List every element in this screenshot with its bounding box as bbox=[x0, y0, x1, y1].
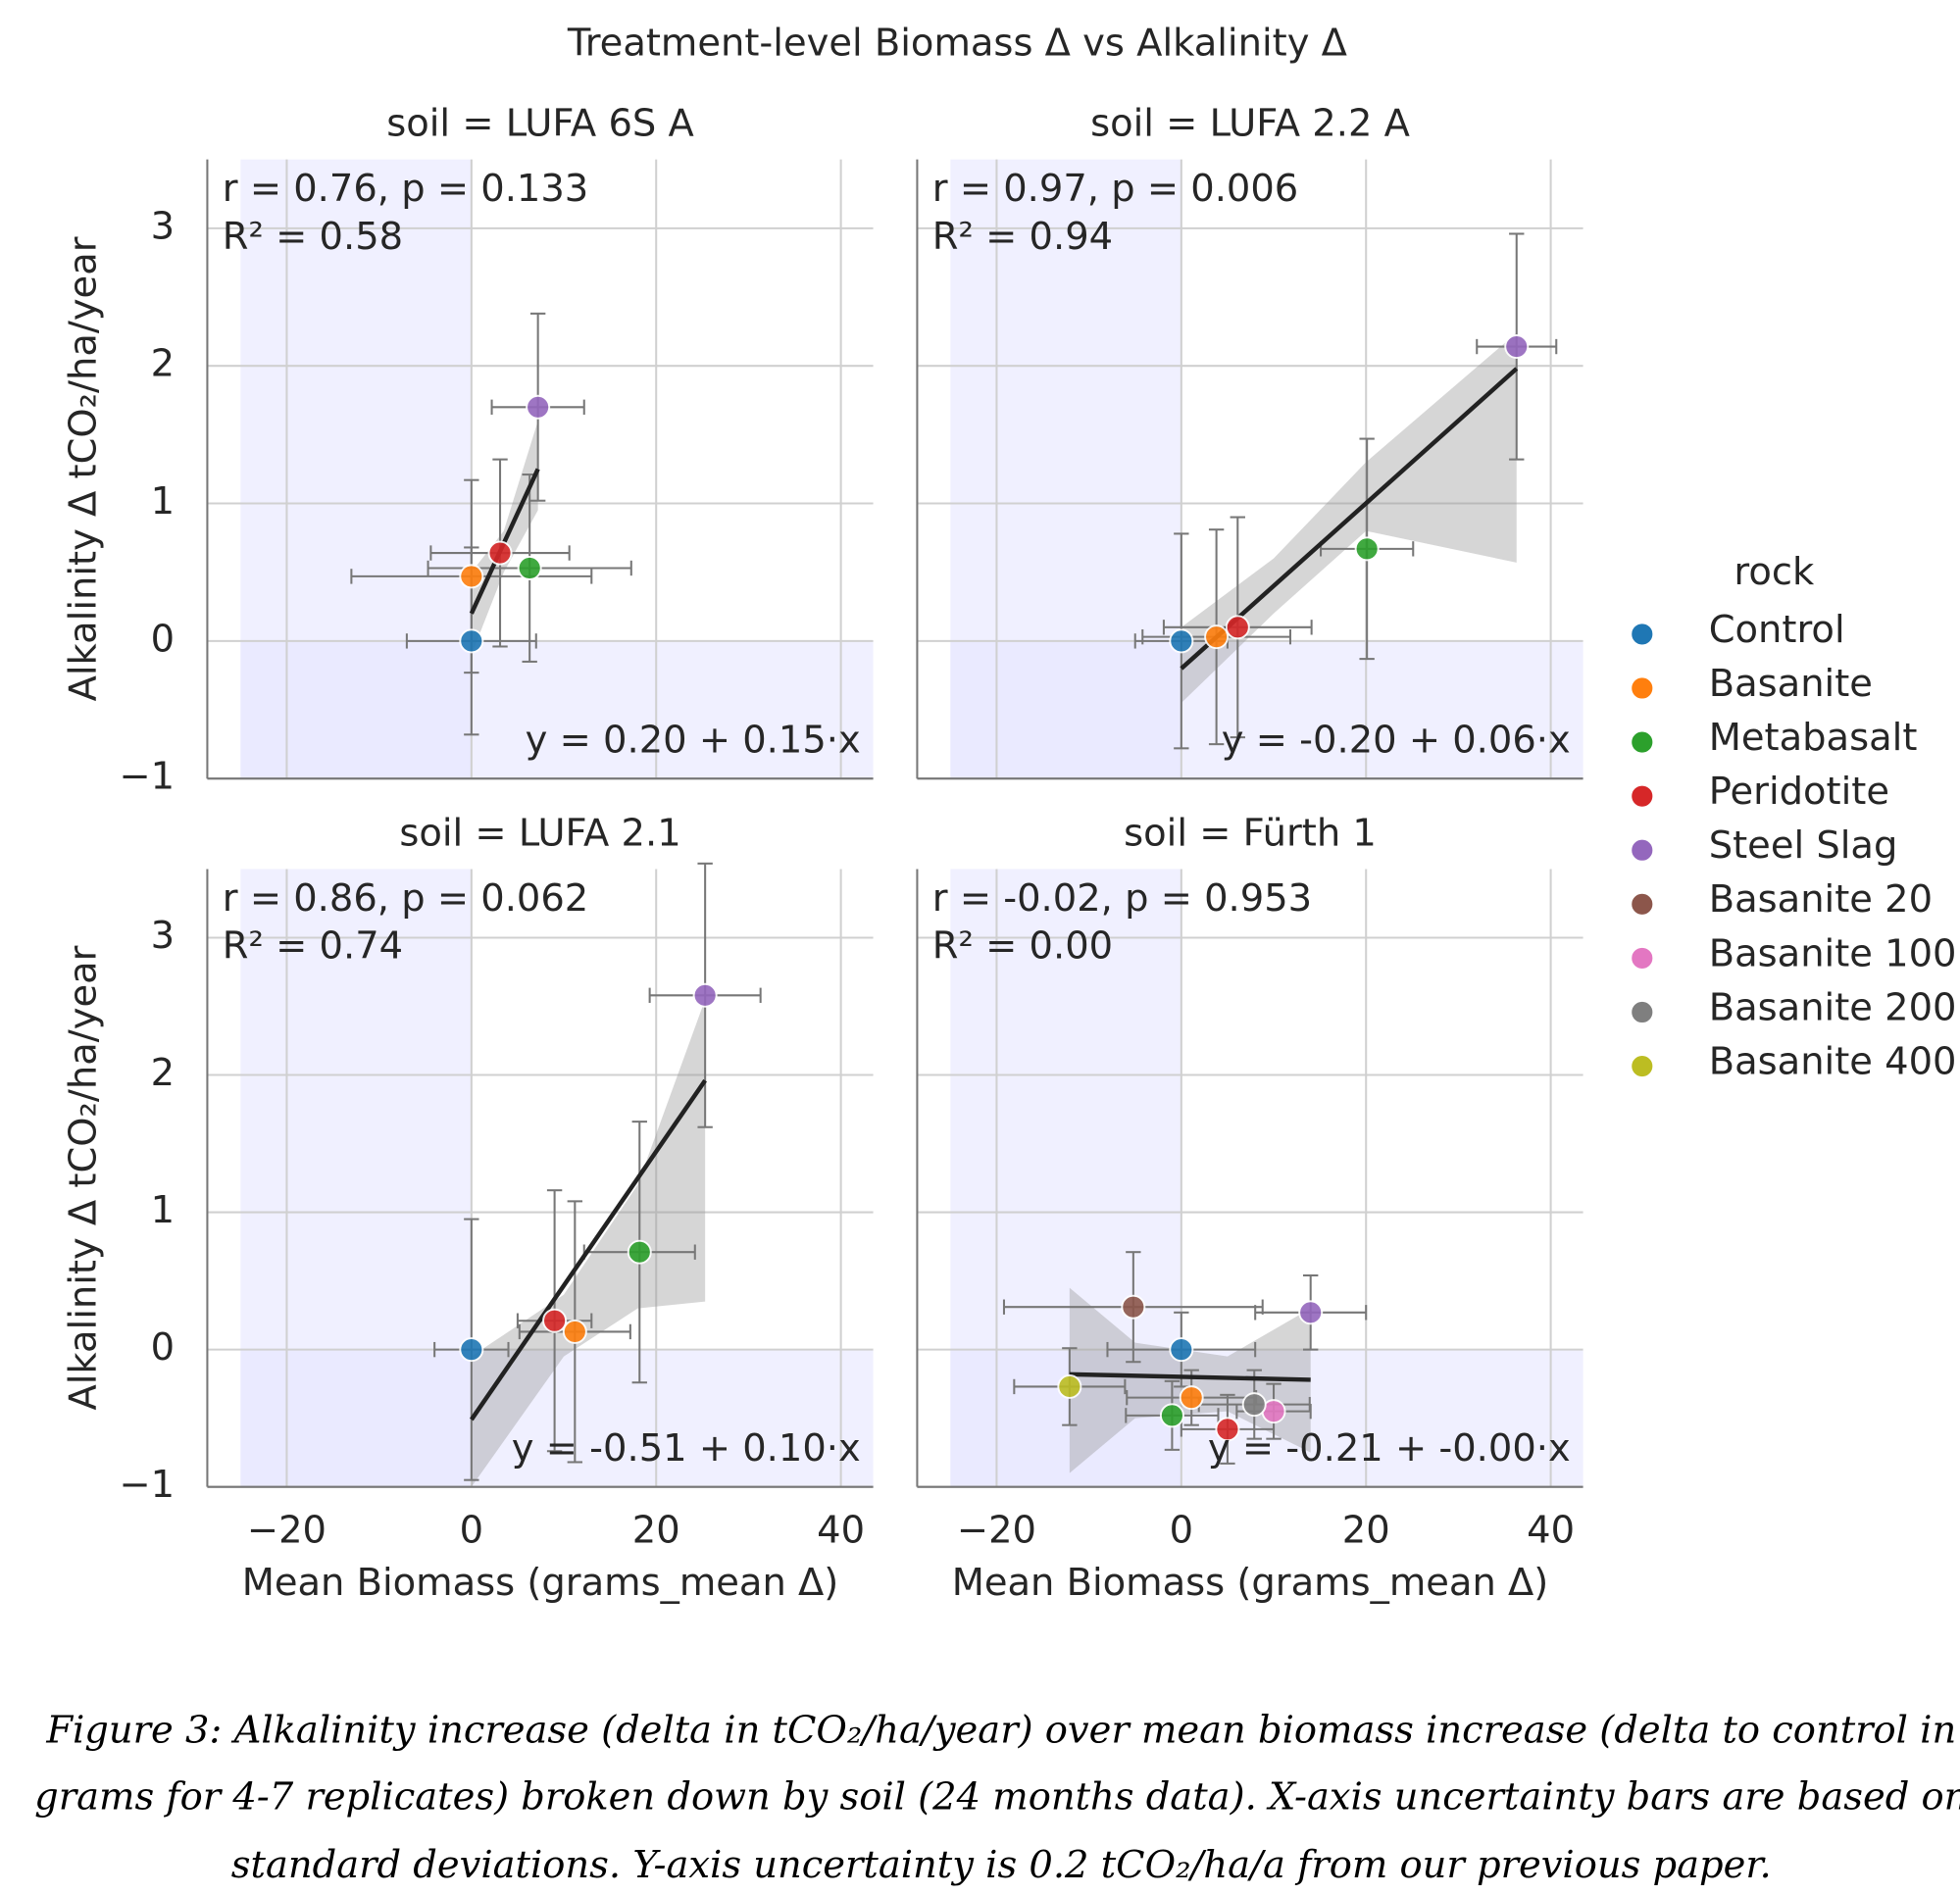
x-tick-label: −20 bbox=[247, 1508, 327, 1552]
x-tick-label: 0 bbox=[460, 1508, 483, 1552]
data-point bbox=[1169, 1337, 1194, 1363]
x-axis-label: Mean Biomass (grams_mean Δ) bbox=[952, 1561, 1549, 1605]
legend-label: Basanite 20 bbox=[1709, 877, 1933, 922]
data-point bbox=[1179, 1385, 1204, 1411]
panel-title: soil = LUFA 6S A bbox=[386, 102, 694, 146]
legend-label: Steel Slag bbox=[1709, 823, 1898, 868]
y-tick-label: −1 bbox=[119, 755, 175, 799]
legend-marker bbox=[1630, 622, 1655, 647]
y-axis-label: Alkalinity Δ tCO₂/ha/year bbox=[62, 945, 106, 1410]
data-point bbox=[562, 1319, 587, 1344]
r2-annotation: R² = 0.74 bbox=[223, 924, 403, 969]
y-tick-label: 3 bbox=[151, 914, 175, 958]
caption: standard deviations. Y-axis uncertainty … bbox=[231, 1843, 1772, 1887]
data-point bbox=[459, 1337, 484, 1363]
data-point bbox=[1241, 1392, 1267, 1418]
stats-annotation: r = 0.97, p = 0.006 bbox=[932, 167, 1298, 211]
y-tick-label: −1 bbox=[119, 1463, 175, 1507]
y-tick-label: 1 bbox=[151, 1188, 175, 1232]
data-point bbox=[1504, 334, 1530, 360]
legend-marker bbox=[1630, 999, 1655, 1024]
equation-annotation: y = -0.51 + 0.10·x bbox=[512, 1426, 861, 1471]
legend-label: Basanite 200 bbox=[1709, 985, 1957, 1029]
panel-title: soil = Fürth 1 bbox=[1124, 811, 1377, 855]
x-tick-label: 40 bbox=[1527, 1508, 1575, 1552]
legend-marker bbox=[1630, 783, 1655, 809]
confidence-band bbox=[471, 999, 706, 1487]
shaded-region bbox=[950, 640, 1583, 779]
x-tick-label: −20 bbox=[957, 1508, 1036, 1552]
stats-annotation: r = 0.86, p = 0.062 bbox=[223, 876, 588, 921]
legend-label: Peridotite bbox=[1709, 770, 1889, 814]
fit-line bbox=[469, 468, 540, 615]
data-point bbox=[1169, 628, 1194, 654]
figure-title: Treatment-level Biomass Δ vs Alkalinity … bbox=[567, 22, 1347, 66]
confidence-band bbox=[1069, 1287, 1311, 1473]
data-point bbox=[1225, 615, 1250, 640]
y-tick-label: 2 bbox=[151, 1051, 175, 1095]
legend-title: rock bbox=[1734, 550, 1815, 594]
x-tick-label: 20 bbox=[1342, 1508, 1390, 1552]
data-point bbox=[1121, 1294, 1146, 1320]
data-point bbox=[517, 556, 542, 580]
legend-marker bbox=[1630, 891, 1655, 917]
legend-marker bbox=[1630, 1054, 1655, 1079]
equation-annotation: y = -0.20 + 0.06·x bbox=[1222, 719, 1571, 763]
legend-marker bbox=[1630, 945, 1655, 971]
x-axis-label: Mean Biomass (grams_mean Δ) bbox=[242, 1561, 839, 1605]
y-tick-label: 2 bbox=[151, 342, 175, 386]
data-point bbox=[1215, 1417, 1240, 1442]
legend-marker bbox=[1630, 675, 1655, 701]
legend-label: Control bbox=[1709, 608, 1845, 652]
legend-marker bbox=[1630, 729, 1655, 755]
stats-annotation: r = -0.02, p = 0.953 bbox=[932, 876, 1312, 921]
r2-annotation: R² = 0.00 bbox=[932, 924, 1113, 969]
equation-annotation: y = 0.20 + 0.15·x bbox=[526, 719, 861, 763]
y-tick-label: 1 bbox=[151, 479, 175, 524]
data-point bbox=[1159, 1403, 1184, 1428]
panel-title: soil = LUFA 2.1 bbox=[399, 811, 680, 855]
legend-label: Basanite bbox=[1709, 662, 1873, 706]
fit-line bbox=[1069, 1371, 1311, 1382]
legend-label: Basanite 400 bbox=[1709, 1039, 1957, 1083]
stats-annotation: r = 0.76, p = 0.133 bbox=[223, 167, 588, 211]
y-tick-label: 0 bbox=[151, 1325, 175, 1370]
data-point bbox=[627, 1239, 652, 1265]
data-point bbox=[1057, 1373, 1082, 1399]
data-point bbox=[692, 982, 718, 1008]
shaded-region bbox=[240, 1349, 874, 1487]
y-axis-label: Alkalinity Δ tCO₂/ha/year bbox=[62, 236, 106, 701]
legend-marker bbox=[1630, 837, 1655, 863]
r2-annotation: R² = 0.94 bbox=[932, 215, 1113, 259]
legend-label: Metabasalt bbox=[1709, 716, 1918, 760]
data-point bbox=[459, 628, 484, 654]
caption: grams for 4-7 replicates) broken down by… bbox=[34, 1775, 1960, 1820]
data-point bbox=[487, 540, 513, 566]
data-point bbox=[1298, 1300, 1324, 1325]
data-point bbox=[542, 1308, 568, 1333]
equation-annotation: y = -0.21 + -0.00·x bbox=[1208, 1426, 1571, 1471]
r2-annotation: R² = 0.58 bbox=[223, 215, 403, 259]
data-point bbox=[1204, 624, 1230, 650]
data-point bbox=[526, 394, 551, 420]
shaded-region bbox=[240, 640, 874, 779]
x-tick-label: 40 bbox=[817, 1508, 865, 1552]
data-point bbox=[1354, 536, 1380, 562]
x-tick-label: 20 bbox=[632, 1508, 680, 1552]
x-tick-label: 0 bbox=[1170, 1508, 1193, 1552]
data-point bbox=[459, 564, 484, 589]
legend-label: Basanite 100 bbox=[1709, 931, 1957, 975]
y-tick-label: 0 bbox=[151, 617, 175, 661]
panel-title: soil = LUFA 2.2 A bbox=[1090, 102, 1410, 146]
fit-line bbox=[469, 1078, 707, 1421]
y-tick-label: 3 bbox=[151, 204, 175, 248]
caption: Figure 3: Alkalinity increase (delta in … bbox=[45, 1709, 1956, 1753]
